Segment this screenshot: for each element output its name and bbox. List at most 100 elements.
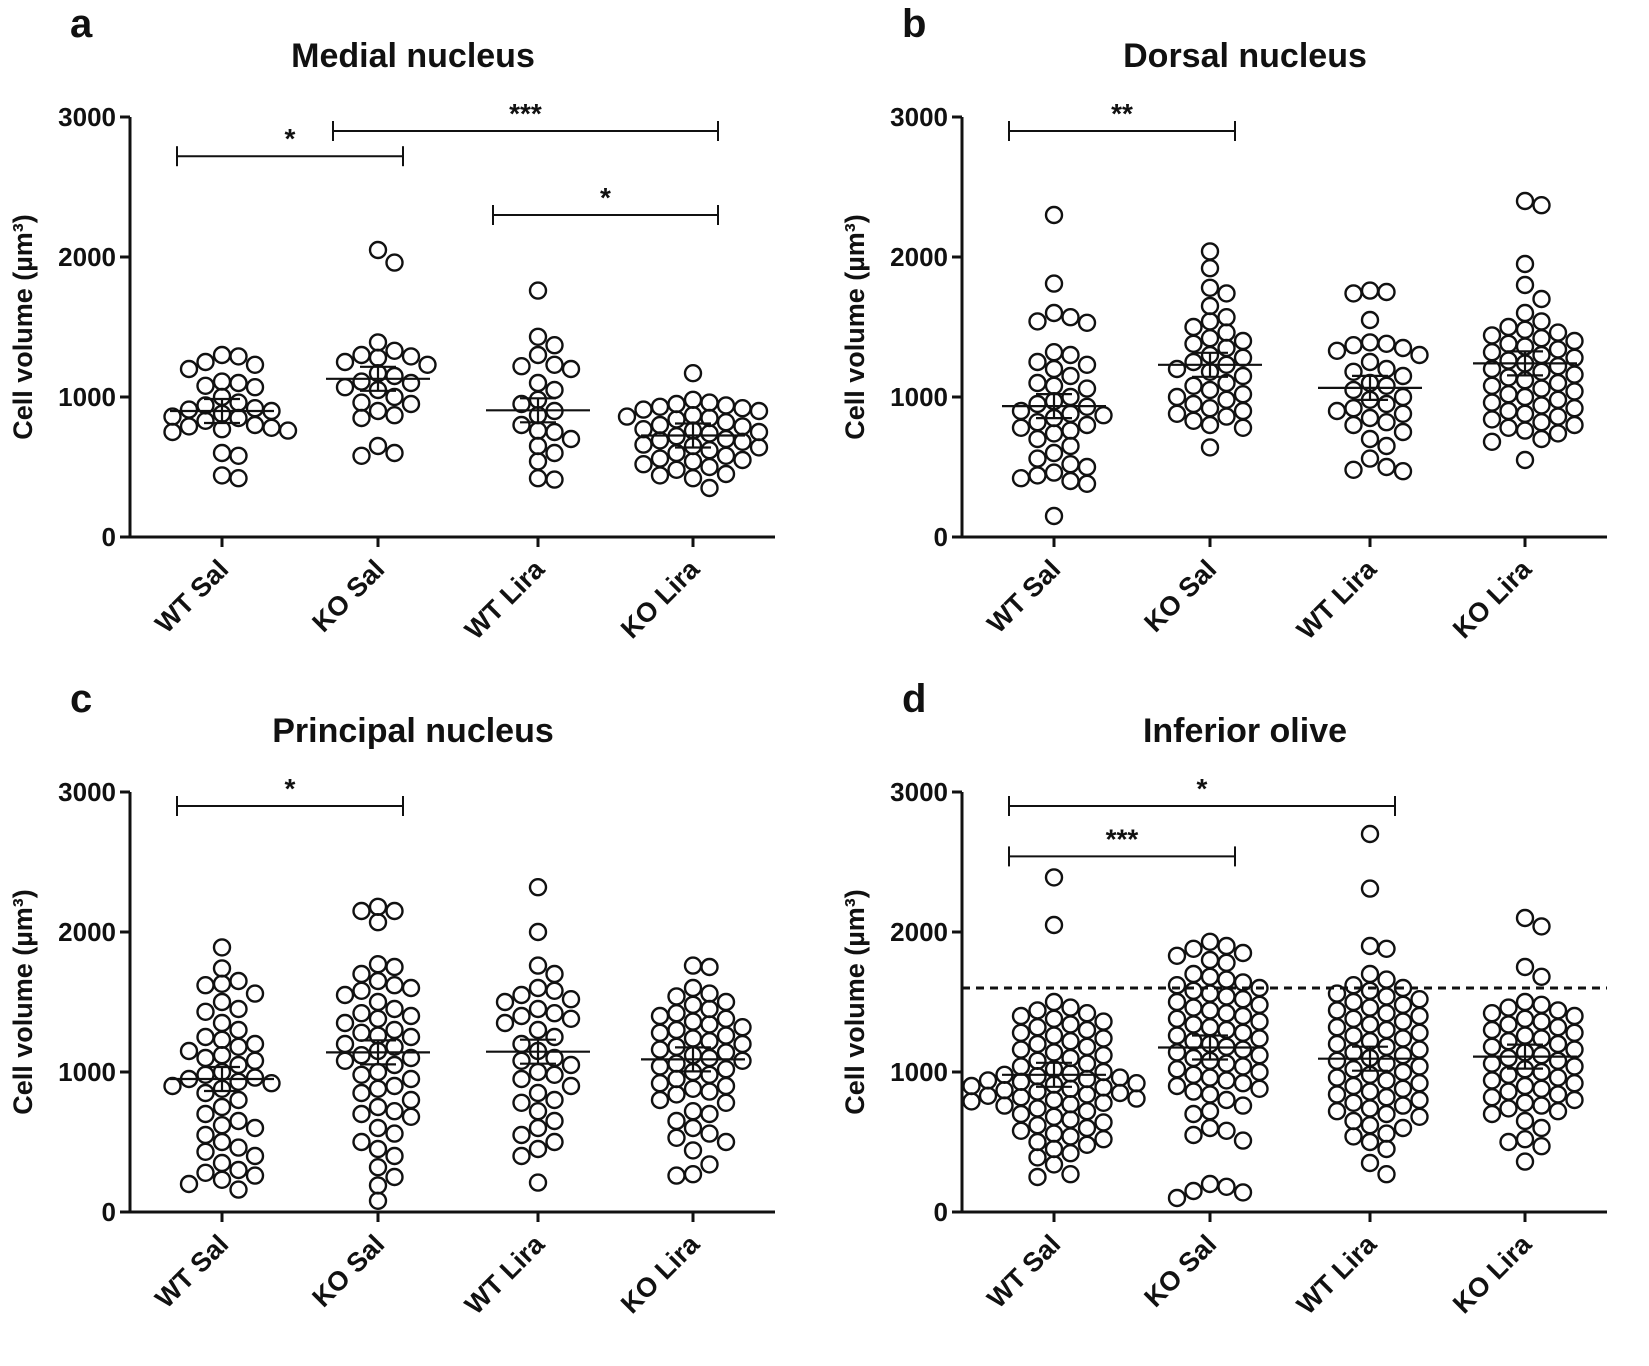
data-point <box>229 1090 248 1110</box>
data-point <box>1327 401 1347 421</box>
data-point <box>1233 1131 1253 1150</box>
data-point <box>352 1065 371 1084</box>
data-point <box>1515 191 1535 211</box>
data-point <box>1011 418 1031 437</box>
data-point <box>667 1085 686 1104</box>
data-point <box>683 978 703 998</box>
data-point <box>385 999 404 1019</box>
data-point <box>1167 946 1187 965</box>
data-point <box>1028 1148 1047 1167</box>
data-point <box>196 976 215 995</box>
data-point <box>1565 382 1584 401</box>
data-point <box>229 373 248 393</box>
data-point <box>401 1107 421 1126</box>
data-point <box>1377 394 1396 414</box>
data-point <box>1360 429 1380 449</box>
y-tick-label: 0 <box>102 1197 116 1227</box>
data-point <box>545 1090 564 1110</box>
data-point <box>1499 401 1518 421</box>
data-point <box>1515 908 1535 928</box>
data-point <box>1360 1082 1380 1101</box>
data-point <box>385 406 404 425</box>
data-point <box>1482 1004 1502 1023</box>
data-point <box>352 964 371 984</box>
data-point <box>368 1009 388 1028</box>
data-point <box>1360 981 1380 1000</box>
data-point <box>1044 1026 1064 1045</box>
data-point <box>196 1163 215 1182</box>
data-point <box>1110 1083 1130 1103</box>
data-point <box>1393 1012 1413 1031</box>
data-point <box>229 469 248 488</box>
data-point <box>229 446 248 465</box>
data-point <box>1344 399 1363 418</box>
data-point <box>229 1072 248 1091</box>
significance-label: * <box>285 773 296 804</box>
data-point <box>1548 373 1568 393</box>
data-point <box>368 1118 388 1138</box>
data-point <box>179 1041 199 1061</box>
data-point <box>561 1055 581 1075</box>
data-point <box>196 376 215 395</box>
data-point <box>1377 1104 1396 1124</box>
data-point <box>163 422 182 442</box>
data-point <box>1044 868 1064 887</box>
data-point <box>683 1165 703 1184</box>
data-point <box>335 1034 355 1054</box>
data-point <box>245 1166 265 1185</box>
data-point <box>1044 376 1064 395</box>
data-point <box>212 974 232 993</box>
data-point <box>1167 1076 1187 1096</box>
data-point <box>1233 418 1253 437</box>
data-point <box>245 1051 265 1070</box>
data-point <box>528 345 548 365</box>
data-point <box>212 1170 232 1189</box>
data-point <box>1077 1102 1097 1121</box>
data-point <box>1482 432 1502 451</box>
data-point <box>700 1082 719 1101</box>
data-point <box>1410 1074 1429 1093</box>
data-point <box>1532 1012 1551 1031</box>
data-point <box>1233 1096 1253 1115</box>
data-point <box>1061 1015 1080 1034</box>
data-point <box>385 1020 404 1040</box>
data-point <box>650 415 670 435</box>
panel-letter: d <box>902 677 926 721</box>
data-point <box>1167 1009 1187 1028</box>
data-point <box>1410 1090 1429 1110</box>
data-point <box>1344 1093 1363 1112</box>
data-point <box>1200 950 1220 970</box>
data-point <box>212 1013 232 1033</box>
data-point <box>401 978 421 998</box>
y-tick-label: 0 <box>102 522 116 552</box>
data-point <box>368 992 388 1012</box>
data-point <box>1200 932 1220 951</box>
data-point <box>1167 1026 1187 1045</box>
data-point <box>212 443 232 463</box>
data-point <box>1217 987 1236 1006</box>
data-point <box>650 431 670 450</box>
data-point <box>1327 1102 1347 1121</box>
data-point <box>1200 1102 1220 1121</box>
data-point <box>545 380 564 400</box>
data-point <box>700 999 719 1019</box>
data-point <box>1044 992 1064 1012</box>
data-point <box>512 1034 531 1054</box>
data-point <box>683 406 703 425</box>
data-point <box>1184 394 1203 414</box>
data-point <box>1200 415 1220 435</box>
data-point <box>1482 1037 1502 1056</box>
data-point <box>1532 1118 1551 1138</box>
data-point <box>528 469 548 488</box>
data-point <box>1482 410 1502 429</box>
data-point <box>683 390 703 409</box>
data-point <box>1184 1104 1203 1124</box>
data-point <box>1061 366 1080 386</box>
data-point <box>978 1086 998 1105</box>
data-point <box>700 1065 719 1084</box>
data-point <box>1077 1069 1097 1089</box>
data-point <box>528 922 548 942</box>
data-point <box>352 408 371 428</box>
data-point <box>528 452 548 471</box>
data-point <box>401 1006 421 1026</box>
